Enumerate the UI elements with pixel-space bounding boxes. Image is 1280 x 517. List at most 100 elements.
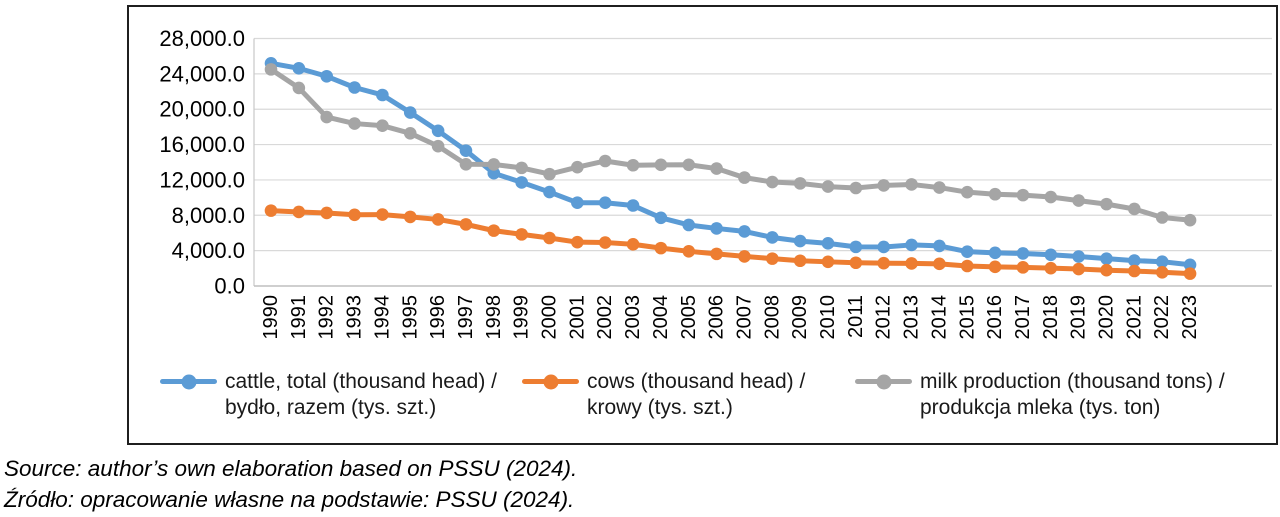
y-tick-label: 8,000.0: [172, 203, 245, 228]
x-tick-label: 2009: [789, 295, 811, 340]
cows-marker: [376, 208, 389, 221]
x-tick-label: 2005: [678, 295, 700, 340]
cattle-marker: [403, 106, 417, 119]
cows-marker: [1128, 264, 1141, 278]
y-tick-label: 20,000.0: [159, 97, 245, 122]
cattle-marker: [766, 231, 779, 244]
cows-marker: [348, 208, 361, 222]
cows-marker: [487, 224, 501, 237]
milk-marker: [515, 161, 528, 175]
cows-marker: [292, 205, 306, 219]
cows-marker: [543, 231, 556, 245]
milk-marker: [459, 158, 473, 171]
x-tick-label: 1993: [344, 295, 366, 340]
x-tick-label: 2018: [1040, 295, 1062, 340]
milk-marker: [431, 139, 445, 153]
cattle-marker: [571, 196, 584, 210]
milk-marker: [571, 160, 584, 174]
cows-marker: [264, 204, 278, 217]
cows-marker: [431, 213, 445, 226]
legend-label-milk: milk production (thousand tons) / produk…: [920, 369, 1225, 421]
x-tick-labels: 1990 1991 1992 1993 1994 1995 1996 1997 1998 1999…: [260, 295, 1201, 340]
cattle-marker: [738, 225, 751, 238]
cows-marker: [403, 210, 417, 224]
x-tick-label: 1996: [427, 295, 449, 340]
milk-line: [268, 66, 1193, 223]
milk-marker: [348, 117, 361, 130]
x-tick-label: 2008: [761, 295, 783, 340]
legend-label-cows: cows (thousand head) / krowy (tys. szt.): [587, 369, 805, 421]
x-tick-label: 1997: [455, 295, 477, 340]
cows-marker: [1072, 262, 1085, 276]
cattle-marker: [988, 246, 1002, 260]
chart-panel: 0.0 4,000.0 8,000.0 12,000.0 16,000.0 20,000.…: [127, 5, 1278, 445]
cattle-marker: [710, 222, 723, 235]
legend-item-cows: cows (thousand head) / krowy (tys. szt.): [522, 369, 805, 421]
cattle-legend-swatch-icon: [160, 374, 217, 389]
cattle-marker: [431, 124, 445, 138]
milk-marker: [376, 119, 389, 132]
milk-marker: [1016, 188, 1030, 202]
cattle-marker: [348, 81, 361, 94]
cows-line: [268, 208, 1193, 277]
x-tick-label: 1992: [316, 295, 338, 340]
cattle-marker: [682, 218, 696, 232]
x-tick-label: 1999: [511, 295, 533, 340]
cows-marker: [515, 228, 528, 241]
cattle-marker: [877, 240, 890, 254]
cows-marker: [877, 256, 890, 270]
x-tick-label: 2021: [1123, 295, 1145, 340]
x-tick-label: 2013: [901, 295, 923, 340]
cows-legend-swatch-icon: [522, 374, 579, 389]
x-tick-label: 2003: [622, 295, 644, 340]
x-tick-label: 1990: [260, 295, 282, 340]
milk-marker: [1100, 197, 1113, 211]
milk-marker: [1128, 202, 1141, 216]
milk-marker: [766, 175, 779, 189]
cattle-marker: [905, 238, 918, 252]
source-note-en: Source: author’s own elaboration based o…: [4, 456, 578, 481]
milk-marker: [821, 180, 835, 193]
milk-marker: [487, 158, 501, 171]
x-tick-label: 2014: [928, 295, 950, 340]
cows-marker: [988, 260, 1002, 274]
cows-marker: [682, 244, 696, 258]
legend-label-cows-line2: krowy (tys. szt.): [587, 396, 733, 419]
milk-marker: [960, 185, 974, 199]
series-milk: [264, 63, 1197, 227]
milk-marker: [682, 158, 696, 172]
cattle-marker: [515, 176, 528, 189]
cattle-marker: [654, 211, 668, 225]
cattle-marker: [1100, 252, 1113, 265]
cows-marker: [459, 218, 473, 231]
x-tick-label: 2015: [956, 295, 978, 340]
x-tick-label: 1994: [371, 295, 393, 340]
milk-marker: [1072, 194, 1085, 207]
legend-item-cattle: cattle, total (thousand head) / bydło, r…: [160, 369, 497, 421]
cattle-marker: [821, 237, 835, 250]
cattle-line: [268, 60, 1193, 268]
milk-marker: [543, 167, 556, 181]
x-tick-label: 2016: [984, 295, 1006, 340]
milk-marker: [292, 81, 306, 95]
cattle-marker: [598, 196, 612, 210]
cattle-marker: [543, 185, 556, 199]
x-tick-label: 2019: [1068, 295, 1090, 340]
cows-marker: [933, 257, 946, 271]
cows-marker: [1044, 261, 1058, 275]
x-tick-label: 1998: [483, 295, 505, 340]
cattle-marker: [849, 240, 863, 254]
x-tick-label: 2007: [733, 295, 755, 340]
milk-marker: [598, 154, 612, 168]
y-tick-label: 12,000.0: [159, 167, 245, 192]
milk-marker: [738, 171, 751, 184]
milk-marker: [933, 181, 946, 194]
cattle-marker: [320, 69, 333, 83]
milk-marker: [905, 178, 918, 191]
cattle-marker: [292, 62, 306, 75]
x-tick-label: 2020: [1096, 295, 1118, 340]
series-cows: [264, 204, 1197, 280]
legend-label-cows-line1: cows (thousand head) /: [587, 370, 806, 393]
cows-marker: [1183, 267, 1197, 280]
cows-marker: [793, 254, 807, 268]
